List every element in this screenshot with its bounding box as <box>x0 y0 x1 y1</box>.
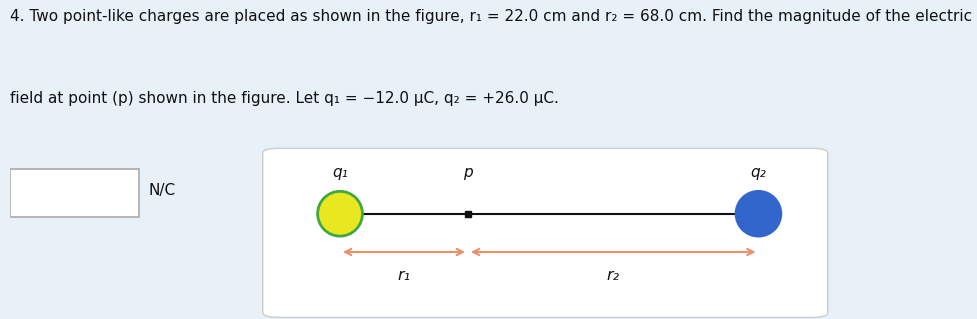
Text: r₂: r₂ <box>606 268 619 283</box>
Text: N/C: N/C <box>149 182 176 198</box>
Ellipse shape <box>736 191 780 236</box>
Text: 4. Two point-like charges are placed as shown in the figure, r₁ = 22.0 cm and r₂: 4. Two point-like charges are placed as … <box>10 10 971 25</box>
FancyArrowPatch shape <box>345 249 462 255</box>
Text: r₁: r₁ <box>397 268 410 283</box>
Text: p: p <box>463 165 472 180</box>
FancyArrowPatch shape <box>473 249 752 255</box>
Text: q₂: q₂ <box>749 165 766 180</box>
Text: q₁: q₁ <box>332 165 348 180</box>
FancyBboxPatch shape <box>10 169 139 217</box>
FancyBboxPatch shape <box>263 148 827 317</box>
Ellipse shape <box>318 191 362 236</box>
Text: field at point (p) shown in the figure. Let q₁ = −12.0 μC, q₂ = +26.0 μC.: field at point (p) shown in the figure. … <box>10 91 558 106</box>
